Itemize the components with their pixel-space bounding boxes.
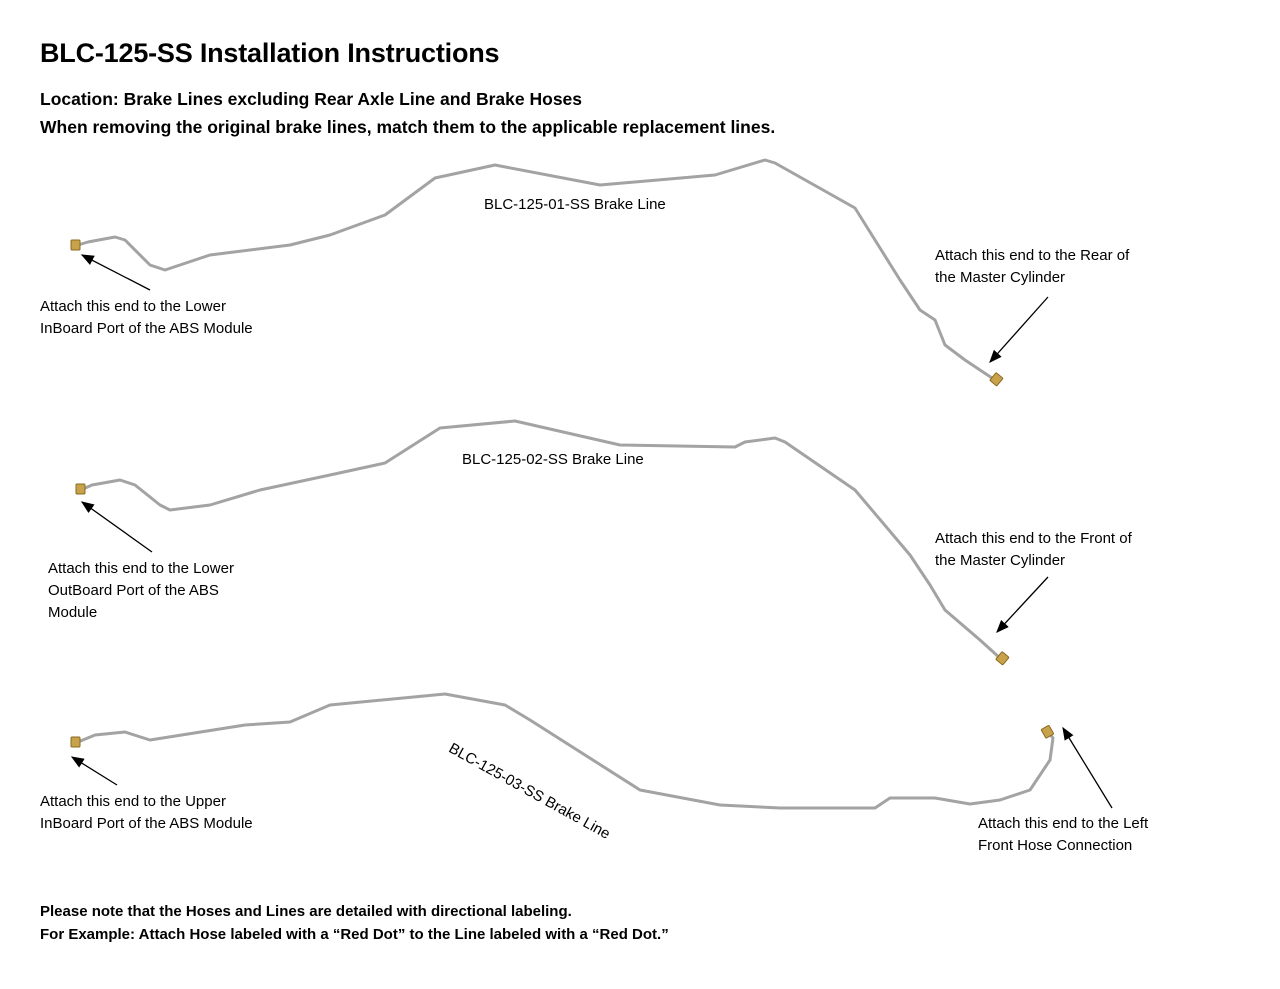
line-3-left-label: Attach this end to the Upper InBoard Port… (40, 793, 253, 832)
fitting (70, 736, 81, 748)
line-2-right-label: Attach this end to the Front of the Maste… (935, 530, 1132, 569)
fitting (70, 239, 81, 251)
fitting (75, 483, 86, 495)
arrow (80, 254, 151, 291)
arrow (1062, 726, 1113, 809)
line-1-right-label: Attach this end to the Rear of the Master… (935, 247, 1130, 286)
arrow (70, 756, 118, 786)
line-1-left-label: Attach this end to the Lower InBoard Port… (40, 298, 253, 337)
instruction-text: When removing the original brake lines, … (40, 117, 776, 137)
fitting (989, 372, 1004, 387)
line-2-left-label: Attach this end to the Lower OutBoard Por… (48, 560, 234, 621)
fitting (995, 651, 1010, 666)
arrow (989, 296, 1049, 363)
brake-line-1 (77, 158, 996, 382)
brake-line-3 (77, 692, 1055, 810)
line-2-name: BLC-125-02-SS Brake Line (462, 451, 644, 468)
line-3-right-label: Attach this end to the Left Front Hose Co… (978, 815, 1149, 854)
brake-line-2 (82, 419, 1003, 661)
note-2: For Example: Attach Hose labeled with a … (40, 926, 669, 943)
page-title: BLC-125-SS Installation Instructions (40, 38, 500, 68)
note-1: Please note that the Hoses and Lines are… (40, 903, 572, 920)
arrow (996, 576, 1049, 633)
line-1-name: BLC-125-01-SS Brake Line (484, 196, 666, 213)
fitting (1040, 725, 1054, 739)
location-text: Location: Brake Lines excluding Rear Axl… (40, 89, 583, 109)
arrow (80, 501, 153, 553)
